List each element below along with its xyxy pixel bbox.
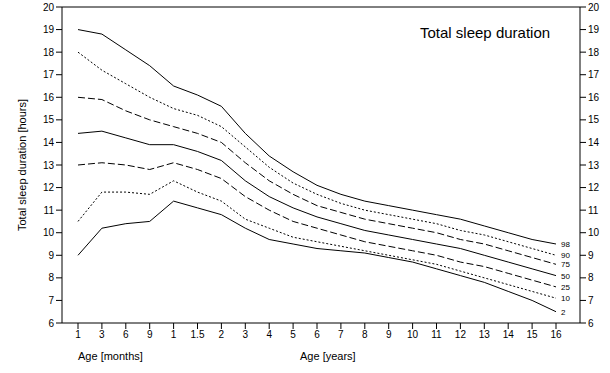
svg-text:90: 90 — [561, 251, 570, 260]
svg-text:6: 6 — [588, 318, 594, 329]
svg-text:50: 50 — [561, 272, 570, 281]
svg-text:16: 16 — [588, 92, 600, 103]
svg-text:4: 4 — [266, 329, 272, 340]
svg-text:12: 12 — [588, 182, 600, 193]
svg-text:15: 15 — [588, 114, 600, 125]
svg-text:Total sleep duration [hours]: Total sleep duration [hours] — [16, 99, 28, 231]
svg-text:19: 19 — [588, 24, 600, 35]
svg-text:7: 7 — [588, 295, 594, 306]
svg-text:98: 98 — [561, 240, 570, 249]
html-text:Age [years]: Age [years] — [300, 350, 356, 362]
svg-text:11: 11 — [44, 205, 55, 216]
svg-text:10: 10 — [561, 294, 570, 303]
svg-text:16: 16 — [43, 92, 55, 103]
svg-text:13: 13 — [479, 329, 491, 340]
svg-text:17: 17 — [43, 69, 55, 80]
svg-text:2: 2 — [561, 308, 566, 317]
svg-text:20: 20 — [43, 2, 55, 13]
svg-text:14: 14 — [503, 329, 515, 340]
svg-text:1.5: 1.5 — [191, 329, 205, 340]
svg-text:6: 6 — [48, 318, 54, 329]
svg-text:1: 1 — [171, 329, 177, 340]
svg-text:12: 12 — [43, 182, 55, 193]
svg-text:7: 7 — [338, 329, 344, 340]
svg-text:17: 17 — [588, 69, 600, 80]
svg-text:5: 5 — [290, 329, 296, 340]
svg-text:20: 20 — [588, 2, 600, 13]
svg-text:13: 13 — [43, 160, 55, 171]
svg-text:3: 3 — [99, 329, 105, 340]
svg-text:19: 19 — [43, 24, 55, 35]
html-text:Age [months]: Age [months] — [78, 350, 143, 362]
svg-text:10: 10 — [43, 227, 55, 238]
svg-text:12: 12 — [455, 329, 467, 340]
svg-text:9: 9 — [147, 329, 153, 340]
svg-text:10: 10 — [588, 227, 600, 238]
svg-text:25: 25 — [561, 283, 570, 292]
svg-text:1: 1 — [75, 329, 81, 340]
svg-text:18: 18 — [43, 47, 55, 58]
svg-text:10: 10 — [407, 329, 419, 340]
svg-text:6: 6 — [123, 329, 129, 340]
svg-text:9: 9 — [588, 250, 594, 261]
svg-text:15: 15 — [527, 329, 539, 340]
svg-text:2: 2 — [219, 329, 225, 340]
svg-text:11: 11 — [431, 329, 442, 340]
svg-text:8: 8 — [362, 329, 368, 340]
svg-text:11: 11 — [588, 205, 599, 216]
svg-text:7: 7 — [48, 295, 54, 306]
html-text:Total sleep duration: Total sleep duration — [420, 24, 551, 41]
svg-text:15: 15 — [43, 114, 55, 125]
svg-text:14: 14 — [588, 137, 600, 148]
svg-text:8: 8 — [588, 272, 594, 283]
svg-text:3: 3 — [243, 329, 249, 340]
svg-text:6: 6 — [314, 329, 320, 340]
svg-text:16: 16 — [550, 329, 562, 340]
svg-text:13: 13 — [588, 160, 600, 171]
svg-text:8: 8 — [48, 272, 54, 283]
svg-text:18: 18 — [588, 47, 600, 58]
svg-text:9: 9 — [48, 250, 54, 261]
svg-text:75: 75 — [561, 260, 570, 269]
svg-text:14: 14 — [43, 137, 55, 148]
svg-text:9: 9 — [386, 329, 392, 340]
